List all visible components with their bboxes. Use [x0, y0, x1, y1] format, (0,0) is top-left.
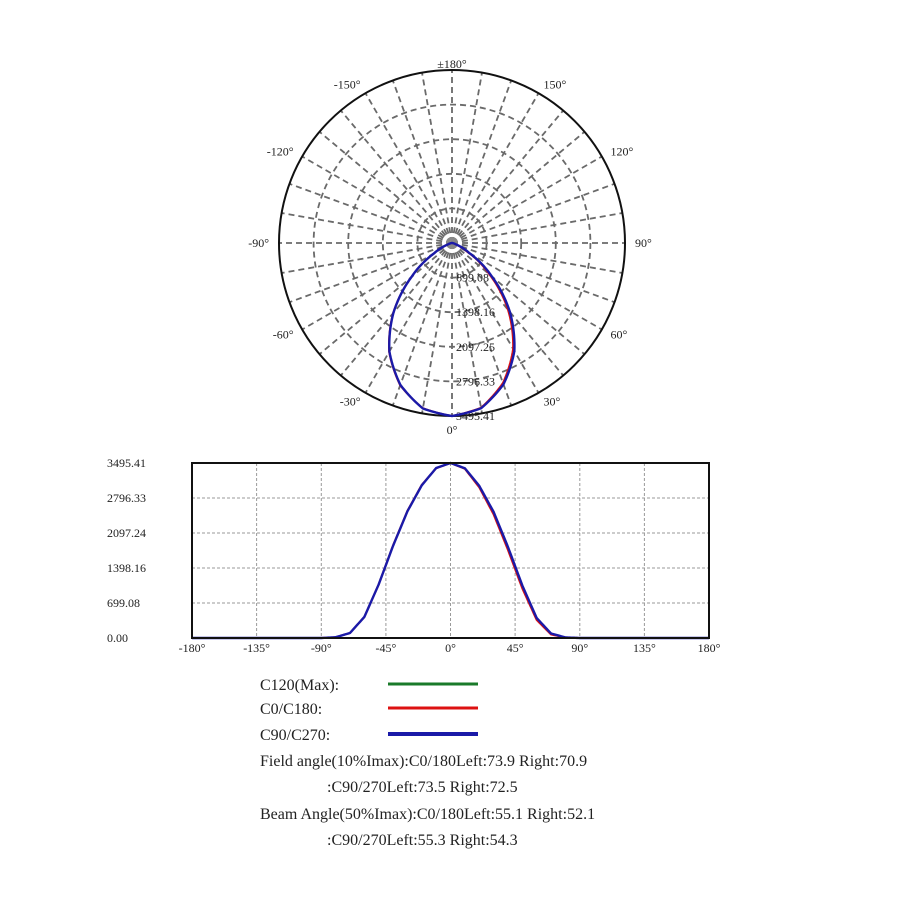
- polar-grid: [278, 69, 626, 417]
- x-tick-label: 135°: [633, 641, 656, 655]
- x-tick-label: -135°: [243, 641, 270, 655]
- polar-spoke: [340, 242, 453, 377]
- polar-angle-label: 0°: [447, 423, 458, 437]
- polar-radial-label: 2097.25: [456, 340, 495, 354]
- polar-spoke: [364, 242, 453, 394]
- polar-spoke: [340, 109, 453, 244]
- cartesian-grid: [192, 463, 709, 638]
- polar-radial-label: 2796.33: [456, 374, 495, 388]
- polar-spoke: [281, 242, 453, 274]
- polar-spoke: [451, 242, 540, 394]
- polar-spoke: [318, 242, 453, 355]
- polar-angle-label: 150°: [544, 78, 567, 92]
- polar-spoke: [301, 155, 453, 244]
- x-tick-label: -180°: [179, 641, 206, 655]
- field-angle-line-2: :C90/270Left:73.5 Right:72.5: [327, 779, 518, 796]
- polar-angle-label: -120°: [267, 145, 294, 159]
- x-tick-label: 45°: [507, 641, 524, 655]
- polar-spoke: [451, 72, 483, 244]
- polar-angle-label: 90°: [635, 236, 652, 250]
- polar-curve-c90-c270: [388, 241, 516, 418]
- polar-radial-label: 699.08: [456, 271, 489, 285]
- polar-spoke: [451, 242, 483, 414]
- polar-angle-label: -150°: [334, 78, 361, 92]
- polar-spoke: [391, 242, 453, 406]
- cartesian-plot: 0.00 699.08 1398.16 2097.24 2796.33 3495.41 -1…: [107, 456, 721, 655]
- polar-angle-label: -90°: [248, 236, 269, 250]
- legend: C120(Max): C0/C180: C90/C270:: [260, 677, 478, 744]
- polar-angle-label: 120°: [611, 145, 634, 159]
- y-tick-label: 699.08: [107, 596, 140, 610]
- x-tick-label: 0°: [445, 641, 456, 655]
- polar-spoke: [451, 109, 564, 244]
- polar-spoke: [451, 92, 540, 244]
- y-tick-label: 0.00: [107, 631, 128, 645]
- polar-spoke: [281, 212, 453, 244]
- polar-radial-label: 1398.16: [456, 305, 495, 319]
- polar-angle-label: -30°: [340, 395, 361, 409]
- x-tick-label: 180°: [698, 641, 721, 655]
- legend-label-c90-c270: C90/C270:: [260, 727, 330, 744]
- beam-angle-line-2: :C90/270Left:55.3 Right:54.3: [327, 832, 518, 849]
- polar-spoke: [289, 182, 453, 244]
- polar-angle-label: 60°: [611, 328, 628, 342]
- polar-spoke: [451, 242, 586, 355]
- y-tick-label: 3495.41: [107, 456, 146, 470]
- legend-label-c0-c180: C0/C180:: [260, 701, 322, 718]
- polar-ring: [347, 138, 557, 348]
- polar-spoke: [391, 80, 453, 244]
- polar-spoke: [301, 242, 453, 331]
- polar-ring: [312, 103, 592, 383]
- polar-angle-label: -60°: [273, 328, 294, 342]
- polar-spoke: [451, 242, 623, 274]
- legend-label-c120: C120(Max):: [260, 677, 339, 694]
- polar-angle-label: 30°: [544, 395, 561, 409]
- polar-spoke: [318, 131, 453, 244]
- polar-plot: ±180° 150° 120° 90° 60° 30° 0° -30° -60° -90° -120…: [248, 57, 652, 437]
- beam-annotations: Field angle(10%Imax):C0/180Left:73.9 Rig…: [260, 753, 595, 849]
- x-tick-label: -90°: [311, 641, 332, 655]
- y-tick-label: 2796.33: [107, 491, 146, 505]
- polar-spoke: [289, 242, 453, 304]
- polar-spoke: [451, 212, 623, 244]
- y-tick-label: 1398.16: [107, 561, 146, 575]
- polar-ring: [381, 172, 523, 314]
- polar-spoke: [451, 242, 603, 331]
- polar-spoke: [451, 131, 586, 244]
- y-tick-label: 2097.24: [107, 526, 146, 540]
- polar-spoke: [421, 72, 453, 244]
- polar-ring: [416, 207, 488, 279]
- polar-spoke: [364, 92, 453, 244]
- polar-spoke: [451, 242, 615, 304]
- beam-angle-line-1: Beam Angle(50%Imax):C0/180Left:55.1 Righ…: [260, 806, 595, 823]
- plot-frame: [191, 462, 710, 639]
- polar-angle-label: ±180°: [437, 57, 467, 71]
- x-tick-label: -45°: [376, 641, 397, 655]
- polar-spoke: [451, 182, 615, 244]
- x-tick-label: 90°: [571, 641, 588, 655]
- polar-spoke: [451, 155, 603, 244]
- polar-spoke: [421, 242, 453, 414]
- polar-spoke: [451, 242, 564, 377]
- polar-spoke: [451, 80, 513, 244]
- field-angle-line-1: Field angle(10%Imax):C0/180Left:73.9 Rig…: [260, 753, 587, 770]
- polar-spoke: [451, 242, 513, 406]
